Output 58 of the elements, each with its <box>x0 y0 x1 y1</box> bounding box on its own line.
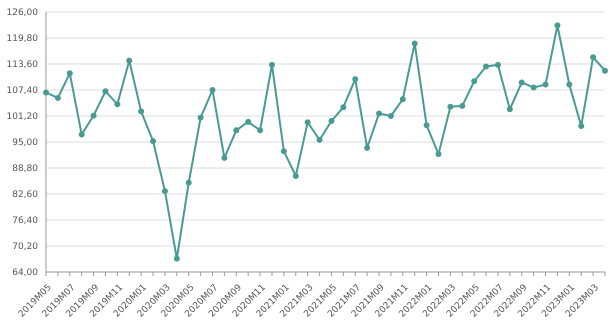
point <box>78 131 85 138</box>
y-tick-label: 70,20 <box>12 242 38 252</box>
point <box>328 118 334 124</box>
point <box>340 104 346 110</box>
point <box>221 154 228 161</box>
point <box>376 110 382 116</box>
point <box>126 58 132 64</box>
point <box>304 119 311 126</box>
point <box>578 123 584 130</box>
point <box>412 40 418 46</box>
point <box>494 62 501 68</box>
point <box>66 70 73 76</box>
point <box>316 136 323 143</box>
point <box>602 68 608 74</box>
y-tick-label: 101,20 <box>6 112 38 122</box>
point <box>43 90 49 96</box>
point <box>518 79 525 86</box>
point <box>280 148 287 154</box>
point <box>506 106 513 112</box>
y-tick-label: 76,40 <box>12 216 38 226</box>
point <box>566 82 572 88</box>
y-tick-label: 64,00 <box>12 268 38 278</box>
point <box>90 112 97 119</box>
y-tick-label: 113,60 <box>6 60 38 70</box>
point <box>590 54 596 60</box>
point <box>352 76 358 82</box>
y-tick-label: 107,40 <box>6 86 38 96</box>
y-tick-label: 88,80 <box>12 164 38 174</box>
point <box>554 22 560 28</box>
y-tick-label: 95,00 <box>12 138 38 148</box>
point <box>447 104 454 110</box>
point <box>483 64 490 70</box>
point <box>459 102 466 109</box>
point <box>198 114 204 121</box>
point <box>257 127 264 134</box>
point <box>210 87 216 93</box>
point <box>542 82 549 88</box>
point <box>388 113 394 119</box>
point <box>186 180 192 186</box>
point <box>530 84 537 90</box>
point <box>138 108 144 114</box>
point <box>174 256 180 262</box>
point <box>102 88 108 94</box>
point <box>471 78 478 84</box>
y-tick-label: 119,80 <box>6 34 38 44</box>
y-tick-label: 126,00 <box>6 8 38 18</box>
point <box>54 94 61 101</box>
point <box>245 118 252 125</box>
point <box>233 127 240 134</box>
point <box>424 122 430 128</box>
point <box>435 151 442 158</box>
y-tick-label: 82,60 <box>12 190 38 200</box>
point <box>162 188 168 194</box>
point <box>268 62 275 68</box>
point <box>114 101 120 108</box>
point <box>150 138 156 144</box>
point <box>400 96 406 102</box>
point <box>364 144 370 151</box>
